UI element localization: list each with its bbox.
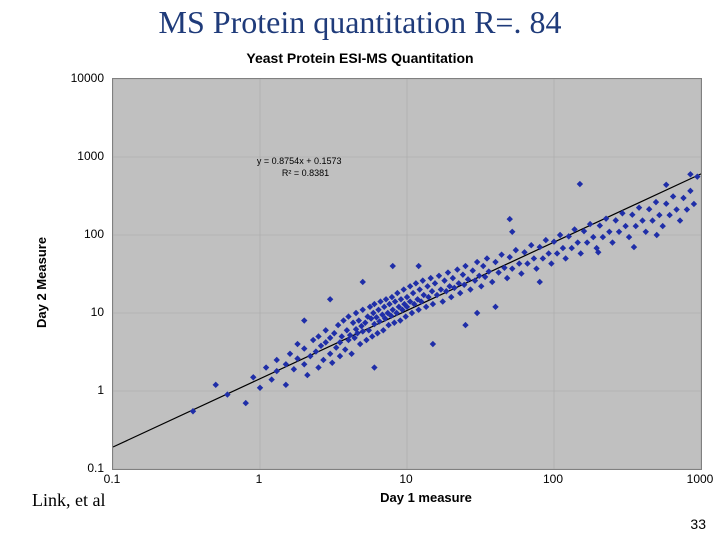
slide-title: MS Protein quantitation R=. 84 bbox=[0, 4, 720, 41]
y-tick-label: 1 bbox=[54, 383, 104, 397]
y-tick-label: 100 bbox=[54, 227, 104, 241]
y-tick-label: 1000 bbox=[54, 149, 104, 163]
slide: MS Protein quantitation R=. 84 Yeast Pro… bbox=[0, 0, 720, 540]
plot-area bbox=[112, 78, 702, 470]
r-squared-text: R² = 0.8381 bbox=[282, 168, 329, 178]
y-tick-label: 10000 bbox=[54, 71, 104, 85]
x-tick-label: 1 bbox=[229, 472, 289, 486]
y-axis-label: Day 2 Measure bbox=[34, 237, 49, 328]
x-tick-label: 0.1 bbox=[82, 472, 142, 486]
x-tick-label: 1000 bbox=[670, 472, 720, 486]
x-tick-label: 10 bbox=[376, 472, 436, 486]
regression-equation: y = 0.8754x + 0.1573 bbox=[257, 156, 342, 166]
y-tick-label: 10 bbox=[54, 305, 104, 319]
chart-title: Yeast Protein ESI-MS Quantitation bbox=[0, 50, 720, 66]
citation-text: Link, et al bbox=[32, 490, 105, 511]
page-number: 33 bbox=[690, 516, 706, 532]
scatter-svg bbox=[113, 79, 701, 469]
x-axis-label: Day 1 measure bbox=[346, 490, 506, 505]
x-tick-label: 100 bbox=[523, 472, 583, 486]
